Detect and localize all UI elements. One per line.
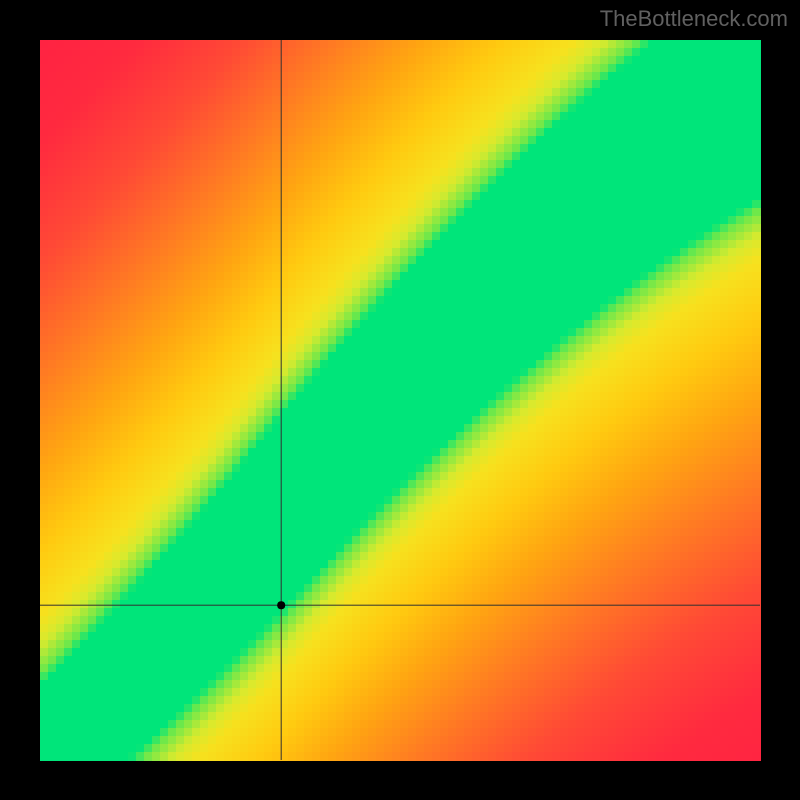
bottleneck-heatmap — [0, 0, 800, 800]
watermark-label: TheBottleneck.com — [600, 6, 788, 32]
chart-container: TheBottleneck.com — [0, 0, 800, 800]
